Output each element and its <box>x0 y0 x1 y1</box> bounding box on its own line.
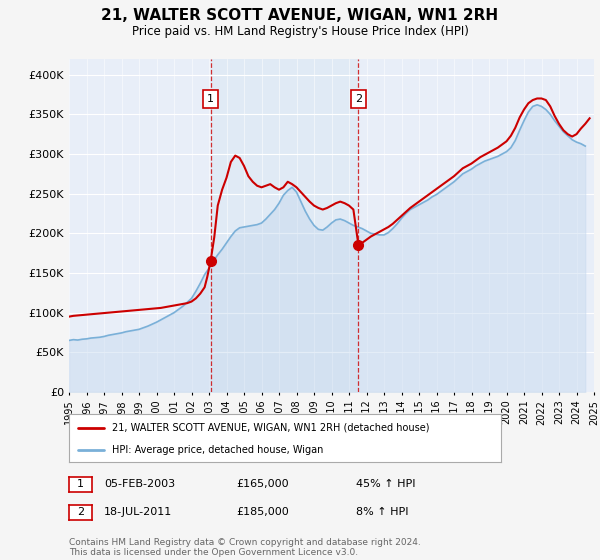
Text: 8% ↑ HPI: 8% ↑ HPI <box>356 507 408 517</box>
Text: 05-FEB-2003: 05-FEB-2003 <box>104 479 175 489</box>
Text: 21, WALTER SCOTT AVENUE, WIGAN, WN1 2RH (detached house): 21, WALTER SCOTT AVENUE, WIGAN, WN1 2RH … <box>112 423 430 433</box>
Text: Price paid vs. HM Land Registry's House Price Index (HPI): Price paid vs. HM Land Registry's House … <box>131 25 469 38</box>
Text: 1: 1 <box>207 94 214 104</box>
Text: 1: 1 <box>77 479 84 489</box>
Text: 45% ↑ HPI: 45% ↑ HPI <box>356 479 415 489</box>
Text: 2: 2 <box>355 94 362 104</box>
Text: Contains HM Land Registry data © Crown copyright and database right 2024.
This d: Contains HM Land Registry data © Crown c… <box>69 538 421 557</box>
Text: £185,000: £185,000 <box>236 507 289 517</box>
Text: £165,000: £165,000 <box>236 479 289 489</box>
Text: HPI: Average price, detached house, Wigan: HPI: Average price, detached house, Wiga… <box>112 445 323 455</box>
Text: 21, WALTER SCOTT AVENUE, WIGAN, WN1 2RH: 21, WALTER SCOTT AVENUE, WIGAN, WN1 2RH <box>101 8 499 24</box>
Text: 18-JUL-2011: 18-JUL-2011 <box>104 507 172 517</box>
Bar <box>211 59 358 392</box>
Text: 2: 2 <box>77 507 84 517</box>
